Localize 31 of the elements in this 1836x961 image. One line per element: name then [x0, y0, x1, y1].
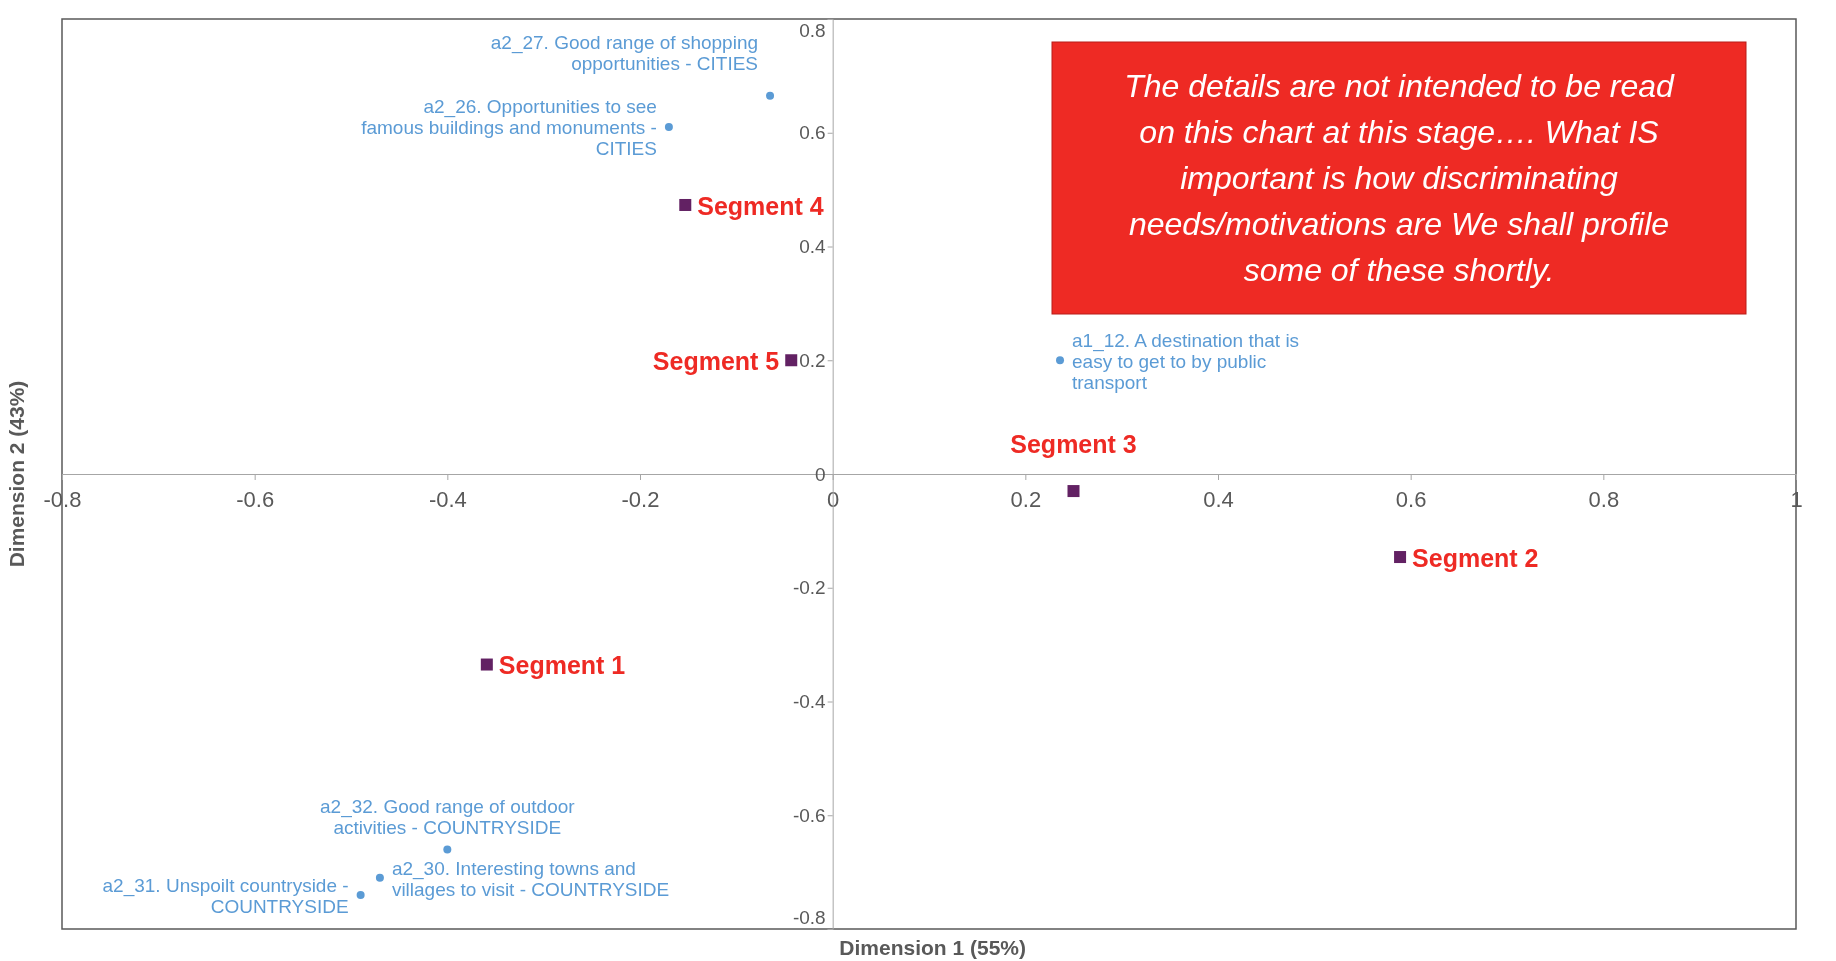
x-tick-label: -0.4: [428, 487, 467, 513]
data-label: a2_30. Interesting towns and villages to visit - COUNTRYSIDE: [391, 857, 670, 900]
y-tick-label: -0.6: [792, 804, 826, 826]
data-label: Segment 5: [652, 347, 780, 376]
data-label: a2_27. Good range of shopping opportunities - CITIES: [490, 31, 759, 74]
y-tick-label: 0: [815, 463, 826, 485]
y-tick-label: -0.8: [792, 906, 826, 928]
y-tick-label: 0.8: [799, 19, 826, 41]
x-tick-label: 0.6: [1395, 487, 1427, 513]
y-tick-label: -0.2: [792, 577, 826, 599]
data-label: a1_12. A destination that is easy to get to by public transport: [1072, 329, 1300, 393]
data-label: Segment 3: [1010, 429, 1137, 458]
x-tick-label: -0.6: [236, 487, 275, 513]
data-label: a2_26. Opportunities to see famous buildings and monuments - CITIES: [361, 96, 657, 160]
data-label: Segment 2: [1412, 543, 1539, 572]
x-tick-label: -0.2: [621, 487, 660, 513]
x-axis-title: Dimension 1 (55%): [839, 936, 1027, 959]
y-tick-label: 0.2: [799, 349, 826, 371]
data-label: a2_31. Unspoilt countryside - COUNTRYSIDE: [102, 874, 349, 917]
data-label: Segment 4: [697, 191, 824, 220]
y-axis-title: Dimension 2 (43%): [5, 380, 28, 568]
data-label: Segment 1: [498, 651, 626, 680]
note-box: The details are not intended to be read on this chart at this stage…. What IS important is how discriminating needs/motivations are We shall profile some of these shortly.: [1051, 41, 1747, 315]
annotation: The details are not intended to be read on this chart at this stage…. What IS important is how discriminating needs/motivations are We shall profile some of these shortly.: [1124, 68, 1676, 288]
x-tick-label: 0.4: [1203, 487, 1234, 513]
y-tick-label: 0.6: [799, 122, 826, 144]
y-tick-label: -0.4: [792, 691, 827, 713]
y-tick-label: 0.4: [799, 236, 827, 258]
x-tick-label: 0.2: [1010, 487, 1042, 513]
data-label: a2_32. Good range of outdoor activities - COUNTRYSIDE: [320, 796, 576, 839]
x-tick-label: 0.8: [1588, 487, 1620, 513]
